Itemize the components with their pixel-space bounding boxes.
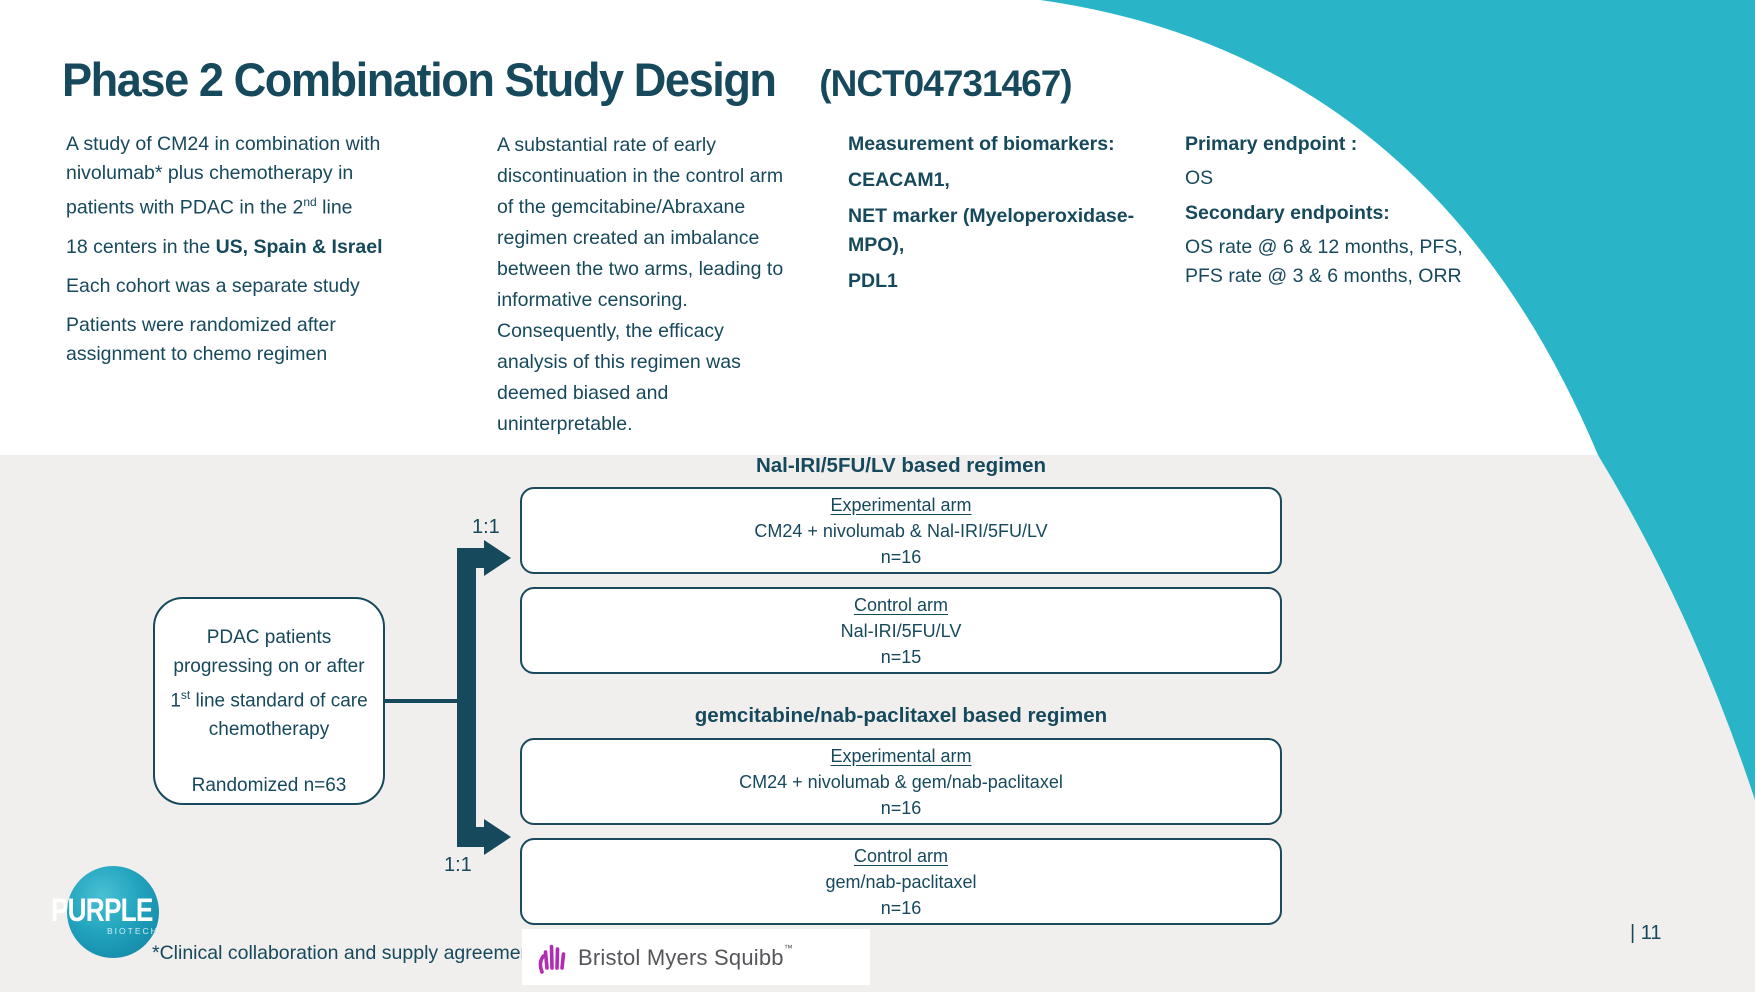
secondary-endpoints-line: PFS rate @ 3 & 6 months, ORR — [1185, 265, 1462, 287]
arm-box-naliri-experimental: Experimental arm CM24 + nivolumab & Nal-… — [520, 487, 1282, 574]
arm-title: Control arm — [853, 594, 949, 615]
purple-logo-sphere-icon — [67, 866, 159, 958]
randomization-line: Patients were randomized after assignmen… — [66, 313, 336, 365]
arm-regimen: Nal-IRI/5FU/LV — [840, 620, 962, 641]
centers-line: 18 centers in the US, Spain & Israel — [66, 235, 383, 258]
primary-endpoint-value: OS — [1185, 167, 1214, 189]
biomarker-item: PDL1 — [848, 270, 898, 292]
intro-column-study: A study of CM24 in combination with nivo… — [66, 130, 418, 379]
purple-logo-subtext: BIOTECH — [107, 926, 159, 936]
purple-logo-wordmark: PURPLE — [51, 892, 153, 928]
title-main: Phase 2 Combination Study Design — [62, 53, 777, 106]
arm-n: n=16 — [880, 546, 922, 567]
arm-title: Experimental arm — [830, 745, 972, 766]
secondary-endpoints-line: OS rate @ 6 & 12 months, PFS, — [1185, 236, 1463, 258]
bms-hand-icon — [538, 944, 566, 974]
arm-n: n=16 — [880, 797, 922, 818]
intro-column-discontinuation: A substantial rate of early discontinuat… — [497, 130, 799, 450]
arm-box-gem-experimental: Experimental arm CM24 + nivolumab & gem/… — [520, 738, 1282, 825]
regimen-heading-naliri: Nal-IRI/5FU/LV based regimen — [755, 454, 1047, 477]
intro-column-biomarkers: Measurement of biomarkers: CEACAM1, NET … — [848, 130, 1140, 303]
purple-biotech-logo: PURPLE BIOTECH — [45, 858, 177, 968]
regimen-heading-gemcitabine: gemcitabine/nab-paclitaxel based regimen — [694, 704, 1108, 727]
arm-box-naliri-control: Control arm Nal-IRI/5FU/LV n=15 — [520, 587, 1282, 674]
biomarker-item: NET marker (Myeloperoxidase-MPO), — [848, 205, 1135, 256]
patients-box: PDAC patients progressing on or after 1s… — [153, 597, 385, 805]
arm-regimen: CM24 + nivolumab & Nal-IRI/5FU/LV — [754, 520, 1048, 541]
page-title: Phase 2 Combination Study Design (NCT047… — [62, 52, 1073, 107]
superscript-st: st — [180, 688, 191, 702]
arm-box-gem-control: Control arm gem/nab-paclitaxel n=16 — [520, 838, 1282, 925]
cohort-line: Each cohort was a separate study — [66, 274, 360, 297]
arm-n: n=16 — [880, 897, 922, 918]
bms-wordmark: Bristol Myers Squibb™ — [578, 943, 793, 970]
patients-box-text: PDAC patients progressing on or after 1s… — [170, 627, 368, 741]
connector-top-arm — [466, 548, 486, 568]
regimen-groups: Nal-IRI/5FU/LV based regimen Experimenta… — [520, 454, 1282, 938]
arrow-right-icon — [484, 819, 511, 855]
biomarker-item: CEACAM1, — [848, 169, 950, 191]
title-nct-number: (NCT04731467) — [819, 63, 1072, 104]
superscript-nd: nd — [303, 195, 317, 209]
arm-title: Experimental arm — [830, 494, 972, 515]
biomarkers-heading: Measurement of biomarkers: — [848, 133, 1115, 155]
arm-title: Control arm — [853, 845, 949, 866]
intro-column-endpoints: Primary endpoint : OS Secondary endpoint… — [1185, 130, 1525, 291]
connector-vertical-bar — [457, 548, 476, 847]
arm-n: n=15 — [880, 646, 922, 667]
primary-endpoint-label: Primary endpoint : — [1185, 133, 1358, 155]
connector-bottom-arm — [466, 827, 486, 847]
randomization-ratio-bottom: 1:1 — [444, 854, 472, 876]
centers-countries: US, Spain & Israel — [215, 235, 383, 258]
bristol-myers-squibb-logo: Bristol Myers Squibb™ — [522, 929, 870, 985]
arm-regimen: CM24 + nivolumab & gem/nab-paclitaxel — [739, 771, 1063, 792]
study-description: A study of CM24 in combination with nivo… — [66, 133, 381, 219]
page-number: | 11 — [1630, 922, 1662, 944]
randomization-ratio-top: 1:1 — [472, 516, 500, 538]
connector-horizontal-line — [385, 699, 461, 703]
collaboration-footnote: *Clinical collaboration and supply agree… — [152, 942, 583, 964]
arm-regimen: gem/nab-paclitaxel — [825, 871, 977, 892]
discontinuation-paragraph: A substantial rate of early discontinuat… — [497, 134, 784, 435]
secondary-endpoints-label: Secondary endpoints: — [1185, 202, 1390, 224]
bms-trademark: ™ — [783, 943, 793, 953]
randomized-count: Randomized n=63 — [191, 775, 347, 797]
arrow-right-icon — [484, 540, 511, 576]
